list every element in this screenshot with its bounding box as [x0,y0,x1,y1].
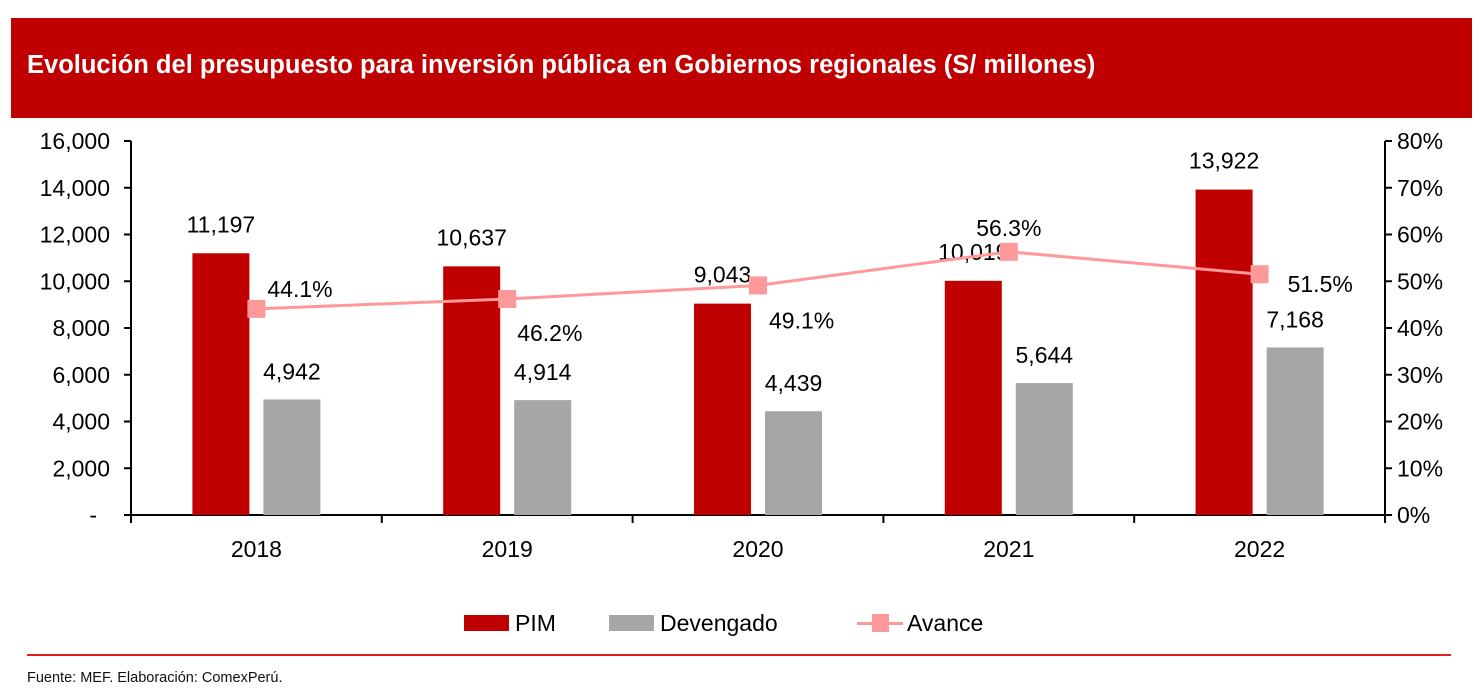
x-tick-label: 2019 [482,536,533,562]
y-right-tick-label: 30% [1397,362,1443,388]
y-left-tick-label: - [89,502,97,528]
y-left-tick-label: 10,000 [40,268,110,294]
legend-label-avance: Avance [907,609,984,636]
bar-pim [1195,189,1253,516]
y-left-tick-label: 16,000 [40,128,110,154]
x-tick-label: 2022 [1234,536,1285,562]
chart-plot-area: - 2,000 4,000 6,000 8,000 10,000 12,000 14,000 1… [40,128,1443,562]
y-right-tick-label: 50% [1397,268,1443,294]
legend-swatch-pim [464,615,509,631]
y-left-tick-label: 12,000 [40,222,110,248]
bar-devengado [1015,383,1073,515]
legend-item-pim[interactable]: PIM [464,608,556,638]
chart-title: Evolución del presupuesto para inversión… [27,51,1096,79]
legend-swatch-devengado [609,615,654,631]
data-label-avance: 46.2% [517,320,582,346]
bar-devengado [1266,347,1324,515]
marker-avance [247,299,266,318]
y-right-tick-label: 60% [1397,222,1443,248]
legend-item-avance[interactable]: Avance [857,608,983,638]
source-note: Fuente: MEF. Elaboración: ComexPerú. [27,670,283,686]
y-right-tick-label: 40% [1397,315,1443,341]
data-label-devengado: 5,644 [1016,342,1074,368]
y-right-tick-label: 70% [1397,175,1443,201]
legend-item-devengado[interactable]: Devengado [609,608,778,638]
title-banner [11,18,1472,118]
y-right-tick-label: 10% [1397,455,1443,481]
x-tick-label: 2020 [732,536,783,562]
y-left-tick-label: 8,000 [52,315,110,341]
bar-devengado [765,411,822,515]
data-label-devengado: 4,439 [765,370,823,396]
legend-label-pim: PIM [515,609,556,636]
y-left-tick-label: 2,000 [52,455,110,481]
data-label-pim: 11,197 [187,211,256,237]
legend-swatch-avance [857,613,903,633]
data-label-pim: 13,922 [1189,148,1259,174]
data-label-devengado: 7,168 [1266,306,1324,332]
data-label-devengado: 4,942 [263,358,321,384]
data-label-pim: 9,043 [694,262,752,288]
y-right-tick-label: 0% [1397,502,1430,528]
y-right-tick-label: 20% [1397,409,1443,435]
x-tick-label: 2018 [231,536,282,562]
x-tick-label: 2021 [983,536,1034,562]
data-label-devengado: 4,914 [514,359,572,385]
chart-legend: PIM Devengado Avance [0,608,1481,638]
y-right-tick-label: 80% [1397,128,1443,154]
bar-pim [944,280,1002,515]
data-label-avance: 51.5% [1288,271,1353,297]
marker-avance [498,290,517,309]
marker-avance [999,242,1018,261]
footer-divider [27,654,1451,656]
marker-avance [749,276,767,295]
y-left-tick-label: 4,000 [52,409,110,435]
bar-pim [443,266,501,515]
marker-avance [1250,265,1269,284]
bar-pim [694,303,751,515]
data-label-avance: 56.3% [976,215,1041,241]
legend-label-devengado: Devengado [660,609,778,636]
data-label-pim: 10,637 [437,224,507,250]
bar-devengado [263,399,321,515]
y-left-tick-label: 6,000 [52,362,110,388]
y-left-tick-label: 14,000 [40,175,110,201]
bar-pim [192,253,250,515]
bar-devengado [514,400,572,515]
data-label-avance: 49.1% [769,307,834,333]
data-label-avance: 44.1% [267,276,332,302]
